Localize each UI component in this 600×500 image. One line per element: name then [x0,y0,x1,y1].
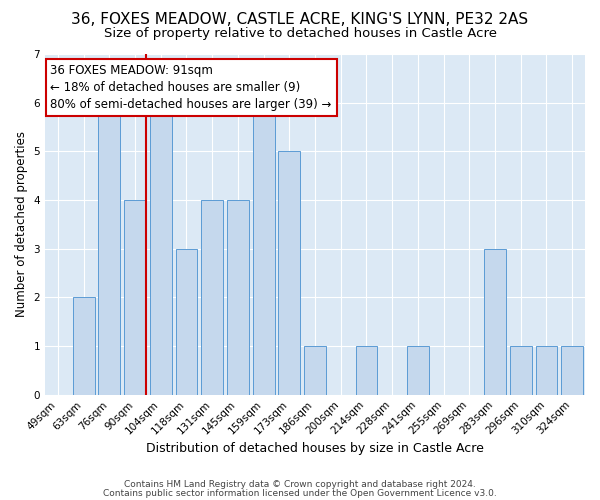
Y-axis label: Number of detached properties: Number of detached properties [15,132,28,318]
X-axis label: Distribution of detached houses by size in Castle Acre: Distribution of detached houses by size … [146,442,484,455]
Bar [561,346,583,395]
Bar [304,346,326,395]
Bar [98,102,120,395]
Bar [176,248,197,394]
Bar [150,102,172,395]
Bar [124,200,146,394]
Bar [356,346,377,395]
Bar [201,200,223,394]
Bar [278,152,300,394]
Text: Size of property relative to detached houses in Castle Acre: Size of property relative to detached ho… [104,28,497,40]
Bar [407,346,429,395]
Bar [227,200,249,394]
Bar [73,298,95,394]
Text: 36, FOXES MEADOW, CASTLE ACRE, KING'S LYNN, PE32 2AS: 36, FOXES MEADOW, CASTLE ACRE, KING'S LY… [71,12,529,28]
Bar [510,346,532,395]
Bar [253,102,275,395]
Text: Contains HM Land Registry data © Crown copyright and database right 2024.: Contains HM Land Registry data © Crown c… [124,480,476,489]
Text: 36 FOXES MEADOW: 91sqm
← 18% of detached houses are smaller (9)
80% of semi-deta: 36 FOXES MEADOW: 91sqm ← 18% of detached… [50,64,332,111]
Bar [484,248,506,394]
Text: Contains public sector information licensed under the Open Government Licence v3: Contains public sector information licen… [103,488,497,498]
Bar [536,346,557,395]
